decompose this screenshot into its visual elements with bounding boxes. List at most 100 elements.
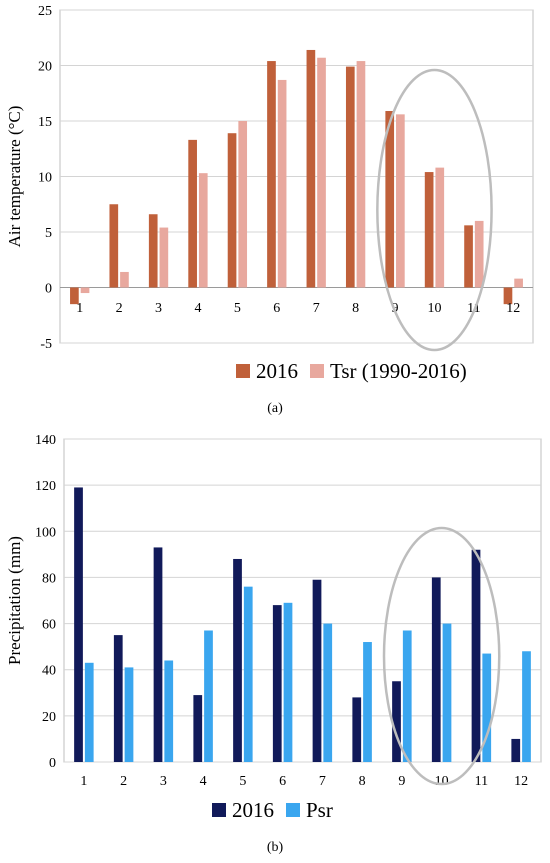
bar-series2-1 [80, 287, 90, 294]
x-tick-label: 1 [76, 301, 83, 316]
x-tick-label: 7 [319, 774, 326, 789]
x-tick-label: 1 [80, 774, 87, 789]
x-tick-label: 5 [234, 301, 241, 316]
panel-label: (a) [267, 401, 283, 416]
x-tick-label: 12 [514, 774, 528, 789]
bar-series1-10 [431, 577, 441, 762]
bar-series1-2 [109, 204, 119, 288]
highlight-ellipse [382, 526, 501, 786]
y-axis-label: Air temperature (°C) [5, 106, 24, 248]
y-axis-label: Precipitation (mm) [5, 536, 24, 665]
bar-series1-7 [312, 579, 322, 762]
x-tick-label: 3 [160, 774, 167, 789]
legend-swatch [236, 364, 250, 378]
legend-label: Tsr (1990-2016) [330, 359, 467, 383]
y-tick-label: 80 [42, 571, 56, 586]
bar-series1-6 [267, 61, 276, 288]
bar-series2-12 [522, 651, 531, 762]
y-tick-label: 60 [42, 618, 56, 633]
bar-series1-11 [464, 225, 473, 288]
bar-series2-5 [238, 121, 248, 288]
x-tick-label: 12 [506, 301, 520, 316]
bar-series1-5 [227, 133, 237, 288]
bar-series1-9 [392, 681, 401, 762]
bar-series2-4 [198, 173, 208, 288]
bar-series2-9 [396, 114, 405, 288]
bar-series2-9 [402, 630, 412, 762]
bar-series1-9 [385, 111, 395, 288]
bar-series1-12 [503, 287, 513, 305]
bar-series2-1 [84, 662, 94, 762]
bar-series1-7 [306, 49, 316, 288]
y-tick-label: 100 [35, 525, 56, 540]
y-tick-label: 25 [38, 4, 52, 19]
y-tick-label: 140 [35, 433, 56, 448]
bar-series1-1 [70, 287, 79, 305]
y-tick-label: 0 [49, 756, 56, 771]
bar-series1-4 [188, 139, 197, 288]
bar-series2-10 [442, 623, 452, 762]
bar-series1-3 [153, 547, 163, 762]
x-tick-label: 8 [352, 301, 359, 316]
bar-series2-3 [164, 660, 174, 762]
x-tick-label: 10 [435, 774, 449, 789]
bar-series2-8 [363, 642, 372, 762]
bar-series2-6 [283, 602, 293, 762]
bar-series2-11 [482, 653, 492, 762]
x-tick-label: 4 [194, 301, 201, 316]
bar-series2-6 [277, 79, 287, 288]
x-tick-label: 8 [359, 774, 366, 789]
bar-series2-7 [317, 57, 326, 288]
bar-series1-8 [345, 66, 355, 288]
y-tick-label: 5 [45, 226, 52, 241]
plot-area [63, 438, 542, 763]
y-tick-label: -5 [40, 337, 52, 352]
bar-series2-5 [243, 586, 253, 762]
bar-series2-3 [159, 227, 169, 288]
x-tick-label: 10 [427, 301, 441, 316]
x-tick-label: 5 [239, 774, 246, 789]
legend-swatch [286, 803, 300, 817]
bar-series2-8 [356, 61, 366, 288]
y-tick-label: 40 [42, 664, 56, 679]
x-tick-label: 11 [475, 774, 488, 789]
bar-series1-11 [471, 549, 481, 762]
bar-series1-2 [113, 635, 123, 762]
legend-label: 2016 [256, 359, 298, 383]
bar-series1-5 [233, 558, 242, 762]
y-tick-label: 15 [38, 115, 52, 130]
y-tick-label: 10 [38, 171, 52, 186]
x-tick-label: 2 [120, 774, 127, 789]
highlight-ellipse [376, 68, 493, 352]
bar-series2-11 [474, 220, 484, 288]
bar-series2-10 [435, 167, 445, 288]
bar-series1-3 [148, 214, 158, 288]
legend-swatch [310, 364, 324, 378]
bar-series2-2 [124, 667, 134, 762]
legend-label: Psr [306, 798, 333, 822]
bar-series1-12 [511, 738, 521, 762]
y-tick-label: 120 [35, 479, 56, 494]
legend-label: 2016 [232, 798, 274, 822]
bar-series1-4 [193, 695, 203, 762]
x-tick-label: 3 [155, 301, 162, 316]
legend-swatch [212, 803, 226, 817]
bar-series1-10 [424, 172, 434, 288]
bar-series2-4 [204, 630, 213, 762]
x-tick-label: 7 [313, 301, 320, 316]
bar-series2-7 [323, 623, 333, 762]
x-tick-label: 4 [200, 774, 207, 789]
x-tick-label: 6 [273, 301, 280, 316]
bar-series2-12 [514, 278, 523, 288]
bar-series1-1 [74, 487, 83, 762]
y-tick-label: 0 [45, 282, 52, 297]
bar-series2-2 [120, 271, 129, 288]
bar-series1-6 [272, 605, 282, 762]
x-tick-label: 2 [116, 301, 123, 316]
y-tick-label: 20 [38, 60, 52, 75]
y-tick-label: 20 [42, 710, 56, 725]
x-tick-label: 6 [279, 774, 286, 789]
panel-label: (b) [267, 840, 284, 855]
